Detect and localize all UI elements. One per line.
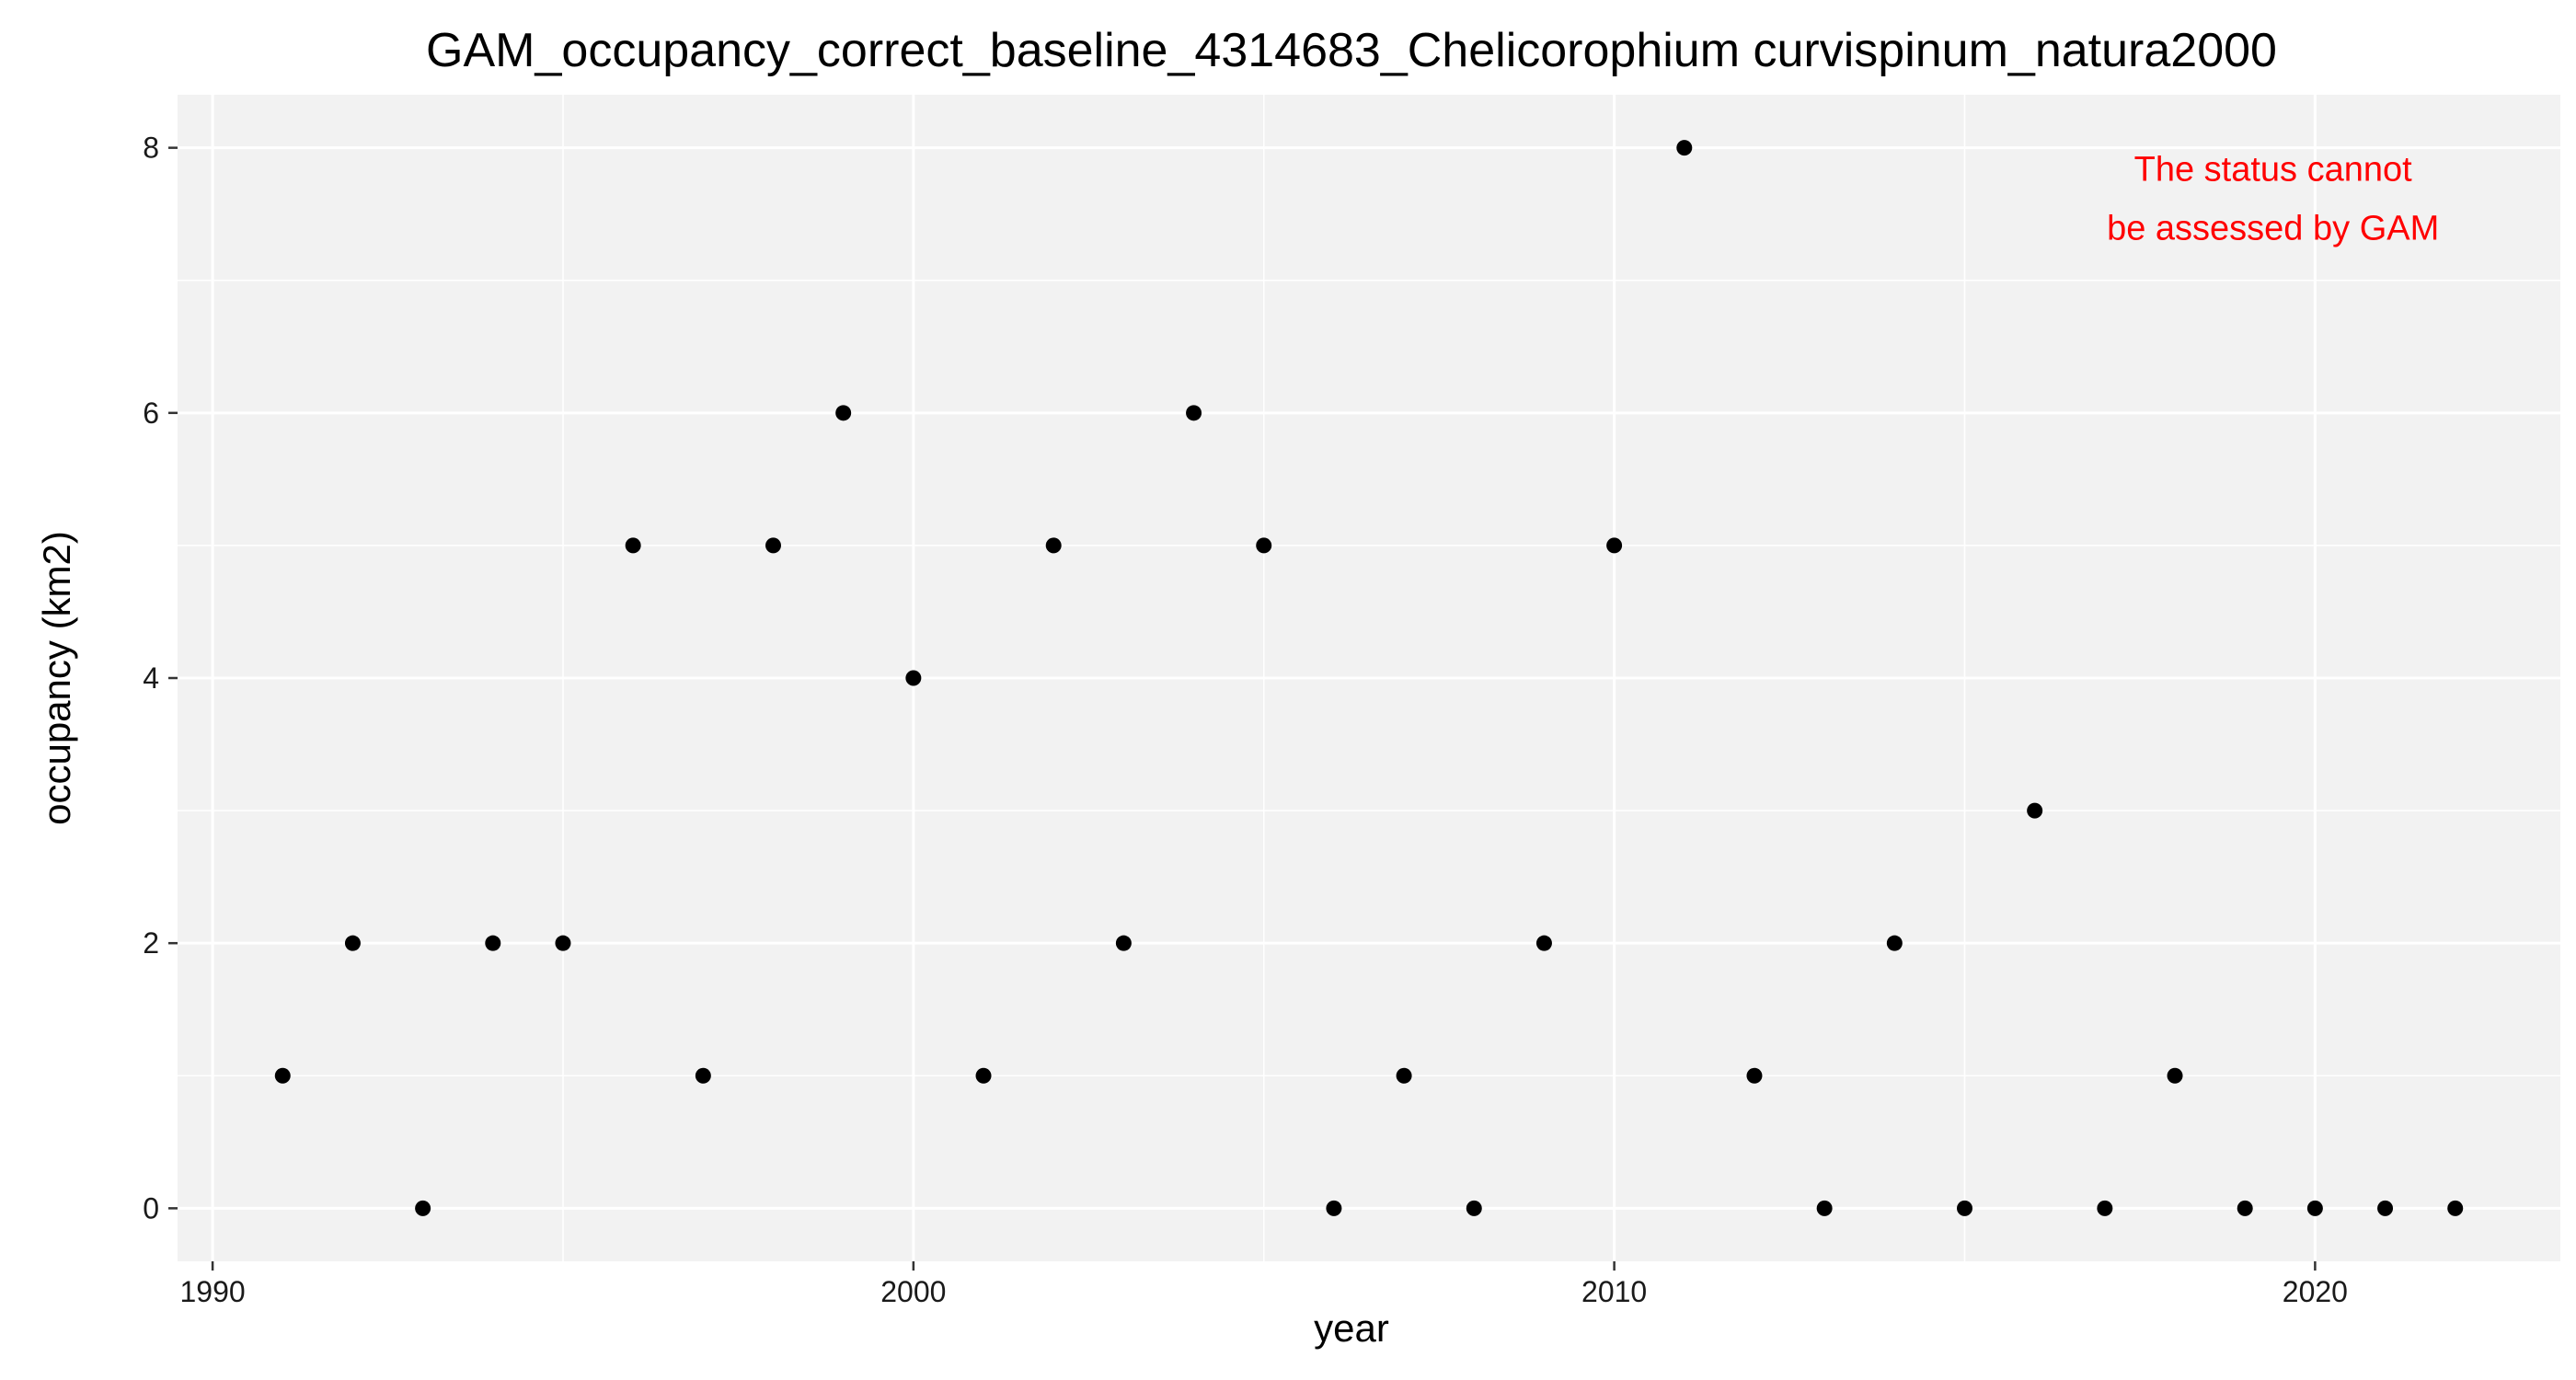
data-points: [274, 140, 2464, 1216]
status-annotation: The status cannot be assessed by GAM: [2107, 151, 2439, 248]
x-tick-label: 2020: [2283, 1275, 2348, 1308]
data-point: [695, 1067, 711, 1084]
data-point: [1957, 1200, 1972, 1216]
x-tick-label: 2000: [880, 1275, 946, 1308]
annotation-line: The status cannot: [2134, 151, 2413, 190]
data-point: [1326, 1200, 1342, 1216]
data-point: [485, 935, 501, 951]
data-point: [765, 537, 781, 554]
y-tick-label: 4: [143, 661, 159, 695]
y-tick-label: 0: [143, 1191, 159, 1225]
x-tick-label: 1990: [179, 1275, 245, 1308]
data-point: [555, 935, 571, 951]
data-point: [2447, 1200, 2464, 1216]
y-axis-title: occupancy (km2): [35, 531, 78, 825]
data-point: [415, 1200, 431, 1216]
data-point: [2377, 1200, 2394, 1216]
data-point: [1256, 537, 1272, 554]
data-point: [1676, 140, 1693, 156]
x-tick-label: 2010: [1581, 1275, 1647, 1308]
data-point: [1816, 1200, 1833, 1216]
data-point: [975, 1067, 992, 1084]
data-point: [1466, 1200, 1482, 1216]
data-point: [2027, 802, 2043, 819]
data-point: [1115, 935, 1132, 951]
chart-title: GAM_occupancy_correct_baseline_4314683_C…: [426, 24, 2277, 77]
data-point: [2306, 1200, 2323, 1216]
data-point: [1606, 537, 1623, 554]
data-point: [1886, 935, 1903, 951]
y-tick-label: 2: [143, 926, 159, 960]
x-axis-title: year: [1314, 1306, 1389, 1350]
data-point: [1746, 1067, 1763, 1084]
data-point: [625, 537, 641, 554]
x-axis: 1990 2000 2010 2020: [179, 1261, 2348, 1308]
data-point: [2097, 1200, 2113, 1216]
data-point: [1535, 935, 1552, 951]
y-tick-label: 8: [143, 132, 159, 165]
data-point: [344, 935, 361, 951]
y-axis: 0 2 4 6 8: [143, 132, 178, 1225]
data-point: [1186, 405, 1202, 421]
data-point: [1045, 537, 1062, 554]
y-tick-label: 6: [143, 397, 159, 430]
data-point: [274, 1067, 291, 1084]
data-point: [905, 670, 922, 686]
data-point: [1396, 1067, 1412, 1084]
major-gridlines: [178, 95, 2560, 1261]
data-point: [2237, 1200, 2253, 1216]
annotation-line: be assessed by GAM: [2107, 210, 2439, 248]
data-point: [835, 405, 852, 421]
data-point: [2167, 1067, 2183, 1084]
